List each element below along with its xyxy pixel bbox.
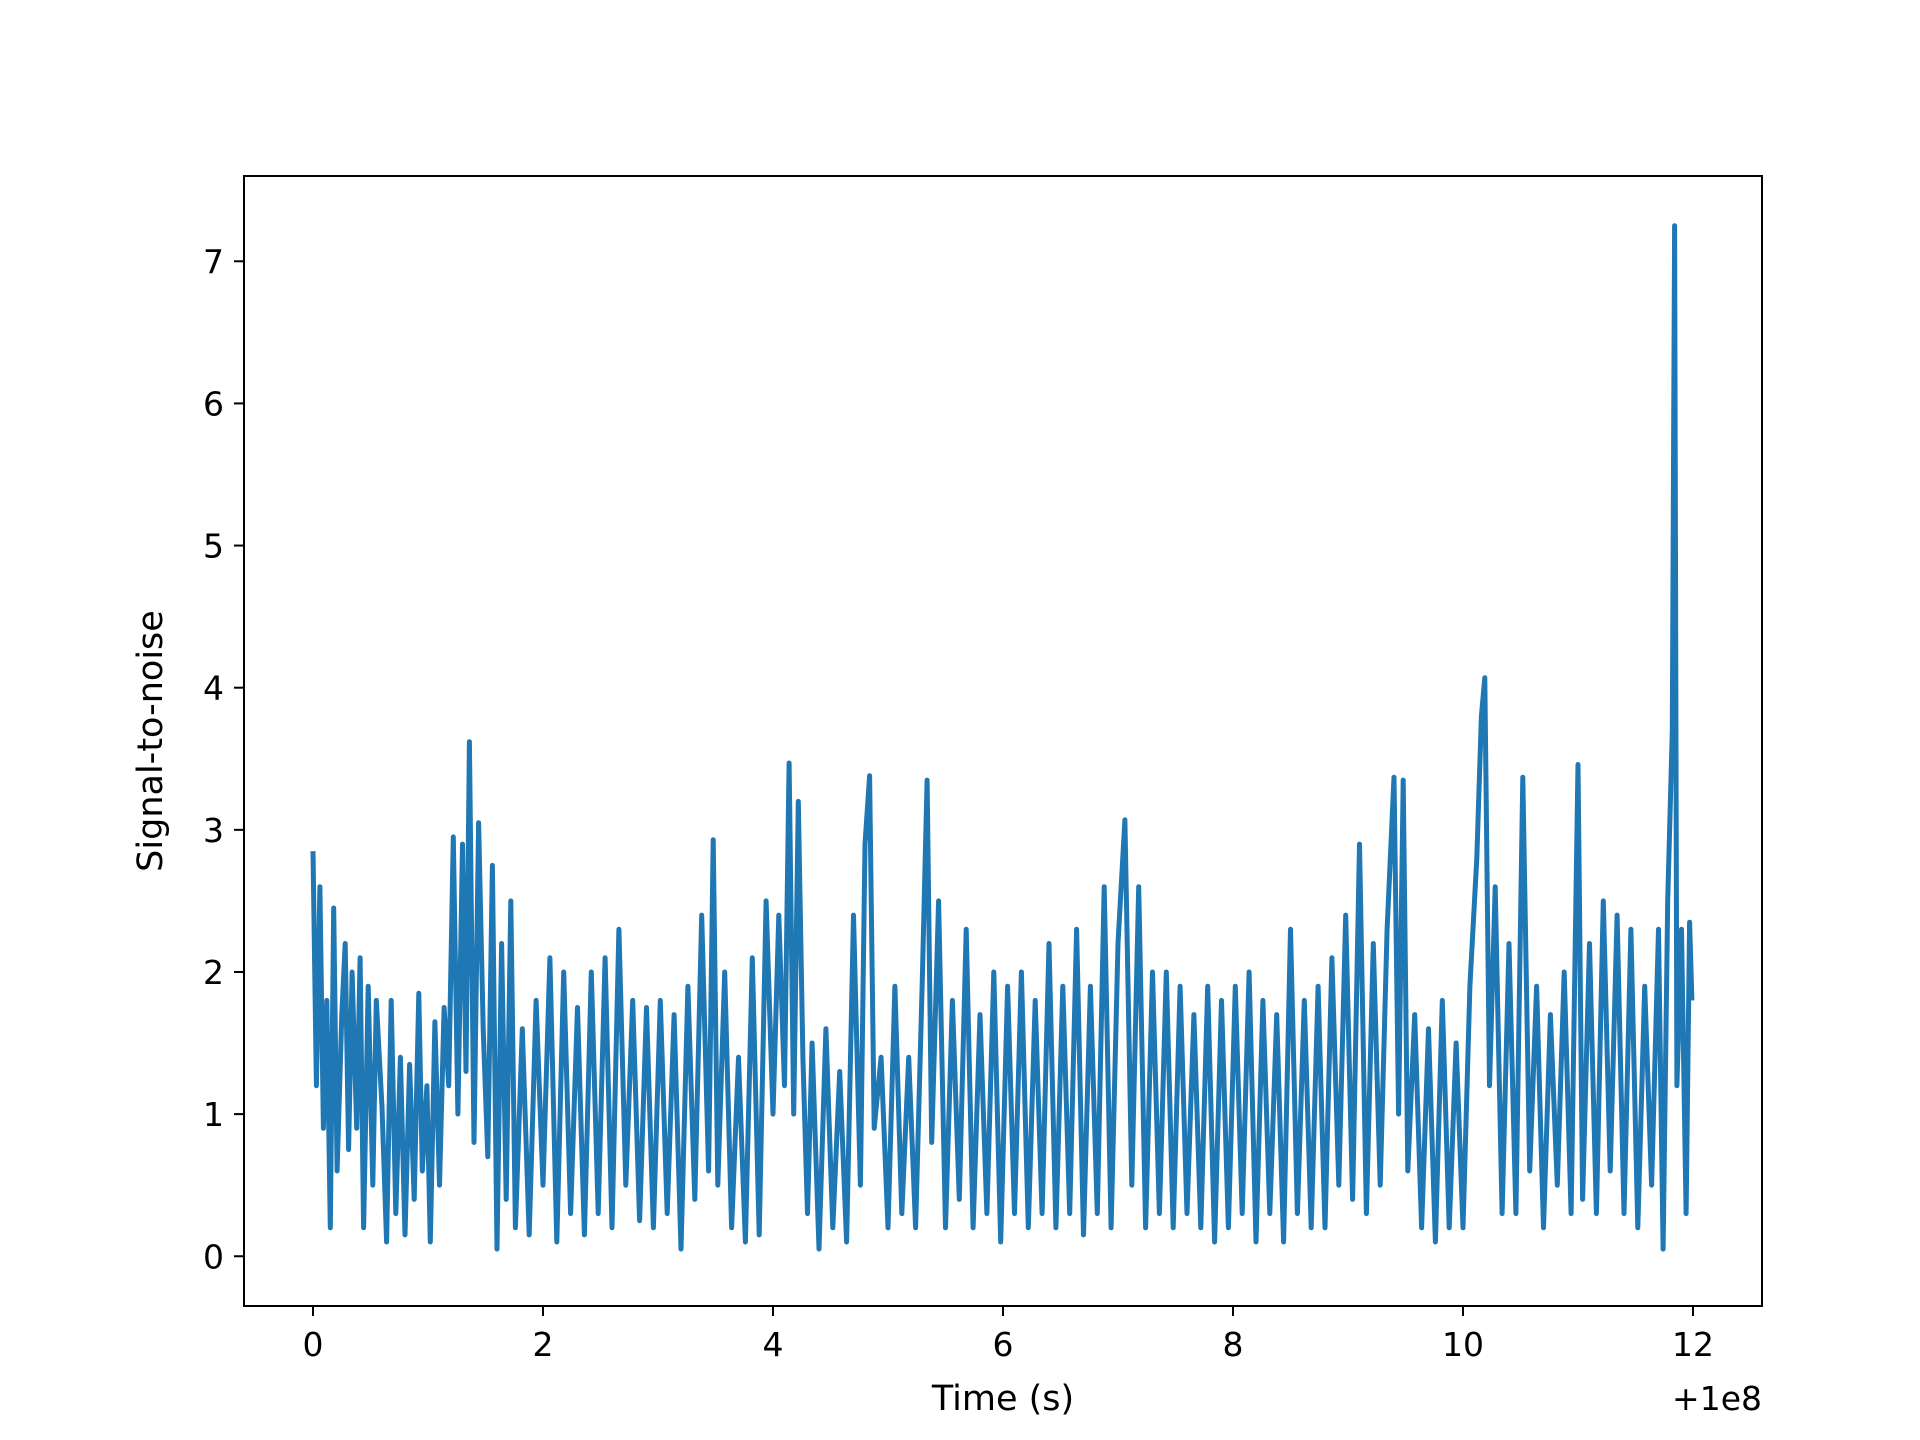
x-axis-ticks: 0 2 4 6 8 10 12: [303, 1306, 1714, 1364]
y-tick-label: 5: [203, 527, 224, 566]
y-axis-ticks: 0 1 2 3 4 5 6 7: [203, 242, 244, 1276]
x-tick-label: 10: [1442, 1325, 1484, 1364]
x-tick-label: 8: [1223, 1325, 1244, 1364]
x-tick-label: 0: [303, 1325, 324, 1364]
y-tick-label: 4: [203, 669, 224, 708]
y-tick-label: 6: [203, 384, 224, 423]
x-tick-label: 6: [993, 1325, 1014, 1364]
x-axis-label: Time (s): [931, 1379, 1074, 1419]
y-tick-label: 1: [203, 1095, 224, 1134]
y-tick-label: 3: [203, 811, 224, 850]
x-tick-label: 4: [763, 1325, 784, 1364]
y-axis-label: Signal-to-noise: [131, 610, 171, 872]
x-tick-label: 12: [1672, 1325, 1714, 1364]
x-axis-offset-label: +1e8: [1672, 1379, 1762, 1418]
series-layer: [310, 223, 1695, 1252]
x-tick-label: 2: [533, 1325, 554, 1364]
y-tick-label: 0: [203, 1237, 224, 1276]
y-tick-label: 2: [203, 953, 224, 992]
y-tick-label: 7: [203, 242, 224, 281]
